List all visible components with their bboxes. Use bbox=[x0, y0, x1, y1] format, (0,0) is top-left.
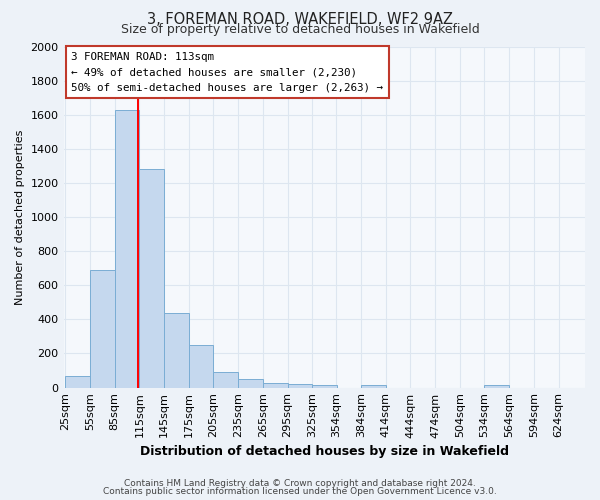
Bar bbox=[361, 385, 386, 388]
Text: Size of property relative to detached houses in Wakefield: Size of property relative to detached ho… bbox=[121, 22, 479, 36]
X-axis label: Distribution of detached houses by size in Wakefield: Distribution of detached houses by size … bbox=[140, 444, 509, 458]
Bar bbox=[164, 314, 189, 388]
Bar bbox=[313, 385, 337, 388]
Bar bbox=[115, 110, 139, 388]
Bar bbox=[238, 379, 263, 388]
Text: Contains public sector information licensed under the Open Government Licence v3: Contains public sector information licen… bbox=[103, 487, 497, 496]
Text: Contains HM Land Registry data © Crown copyright and database right 2024.: Contains HM Land Registry data © Crown c… bbox=[124, 479, 476, 488]
Y-axis label: Number of detached properties: Number of detached properties bbox=[15, 130, 25, 304]
Text: 3, FOREMAN ROAD, WAKEFIELD, WF2 9AZ: 3, FOREMAN ROAD, WAKEFIELD, WF2 9AZ bbox=[147, 12, 453, 28]
Bar bbox=[287, 384, 313, 388]
Bar bbox=[189, 345, 214, 388]
Bar bbox=[139, 170, 164, 388]
Bar bbox=[65, 376, 90, 388]
Bar bbox=[484, 385, 509, 388]
Bar bbox=[214, 372, 238, 388]
Bar bbox=[90, 270, 115, 388]
Text: 3 FOREMAN ROAD: 113sqm
← 49% of detached houses are smaller (2,230)
50% of semi-: 3 FOREMAN ROAD: 113sqm ← 49% of detached… bbox=[71, 52, 383, 93]
Bar bbox=[263, 384, 287, 388]
